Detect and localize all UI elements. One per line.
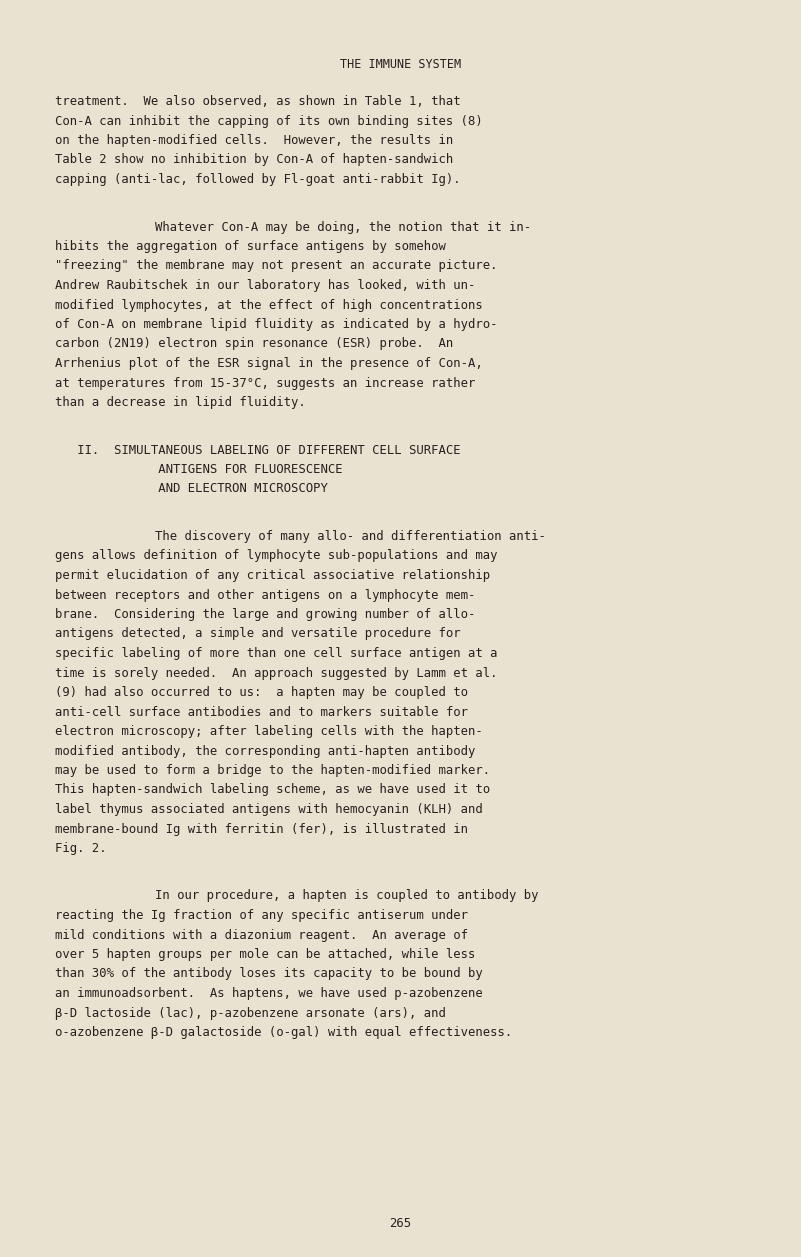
Text: electron microscopy; after labeling cells with the hapten-: electron microscopy; after labeling cell… bbox=[55, 725, 483, 738]
Text: treatment.  We also observed, as shown in Table 1, that: treatment. We also observed, as shown in… bbox=[55, 96, 461, 108]
Text: In our procedure, a hapten is coupled to antibody by: In our procedure, a hapten is coupled to… bbox=[155, 890, 538, 903]
Text: than 30% of the antibody loses its capacity to be bound by: than 30% of the antibody loses its capac… bbox=[55, 968, 483, 980]
Text: an immunoadsorbent.  As haptens, we have used p-azobenzene: an immunoadsorbent. As haptens, we have … bbox=[55, 987, 483, 1001]
Text: ANTIGENS FOR FLUORESCENCE: ANTIGENS FOR FLUORESCENCE bbox=[55, 463, 343, 476]
Text: Whatever Con-A may be doing, the notion that it in-: Whatever Con-A may be doing, the notion … bbox=[155, 220, 531, 234]
Text: time is sorely needed.  An approach suggested by Lamm et al.: time is sorely needed. An approach sugge… bbox=[55, 666, 497, 680]
Text: Table 2 show no inhibition by Con-A of hapten-sandwich: Table 2 show no inhibition by Con-A of h… bbox=[55, 153, 453, 166]
Text: Con-A can inhibit the capping of its own binding sites (8): Con-A can inhibit the capping of its own… bbox=[55, 114, 483, 127]
Text: Fig. 2.: Fig. 2. bbox=[55, 842, 107, 855]
Text: mild conditions with a diazonium reagent.  An average of: mild conditions with a diazonium reagent… bbox=[55, 929, 468, 941]
Text: o-azobenzene β-D galactoside (o-gal) with equal effectiveness.: o-azobenzene β-D galactoside (o-gal) wit… bbox=[55, 1026, 513, 1040]
Text: antigens detected, a simple and versatile procedure for: antigens detected, a simple and versatil… bbox=[55, 627, 461, 641]
Text: of Con-A on membrane lipid fluidity as indicated by a hydro-: of Con-A on membrane lipid fluidity as i… bbox=[55, 318, 497, 331]
Text: at temperatures from 15-37°C, suggests an increase rather: at temperatures from 15-37°C, suggests a… bbox=[55, 377, 475, 390]
Text: This hapten-sandwich labeling scheme, as we have used it to: This hapten-sandwich labeling scheme, as… bbox=[55, 783, 490, 797]
Text: specific labeling of more than one cell surface antigen at a: specific labeling of more than one cell … bbox=[55, 647, 497, 660]
Text: permit elucidation of any critical associative relationship: permit elucidation of any critical assoc… bbox=[55, 569, 490, 582]
Text: modified lymphocytes, at the effect of high concentrations: modified lymphocytes, at the effect of h… bbox=[55, 298, 483, 312]
Text: brane.  Considering the large and growing number of allo-: brane. Considering the large and growing… bbox=[55, 608, 475, 621]
Text: The discovery of many allo- and differentiation anti-: The discovery of many allo- and differen… bbox=[155, 530, 545, 543]
Text: membrane-bound Ig with ferritin (fer), is illustrated in: membrane-bound Ig with ferritin (fer), i… bbox=[55, 822, 468, 836]
Text: "freezing" the membrane may not present an accurate picture.: "freezing" the membrane may not present … bbox=[55, 259, 497, 273]
Text: gens allows definition of lymphocyte sub-populations and may: gens allows definition of lymphocyte sub… bbox=[55, 549, 497, 562]
Text: over 5 hapten groups per mole can be attached, while less: over 5 hapten groups per mole can be att… bbox=[55, 948, 475, 962]
Text: anti-cell surface antibodies and to markers suitable for: anti-cell surface antibodies and to mark… bbox=[55, 705, 468, 719]
Text: on the hapten-modified cells.  However, the results in: on the hapten-modified cells. However, t… bbox=[55, 134, 453, 147]
Text: AND ELECTRON MICROSCOPY: AND ELECTRON MICROSCOPY bbox=[55, 483, 328, 495]
Text: Arrhenius plot of the ESR signal in the presence of Con-A,: Arrhenius plot of the ESR signal in the … bbox=[55, 357, 483, 370]
Text: Andrew Raubitschek in our laboratory has looked, with un-: Andrew Raubitschek in our laboratory has… bbox=[55, 279, 475, 292]
Text: modified antibody, the corresponding anti-hapten antibody: modified antibody, the corresponding ant… bbox=[55, 744, 475, 758]
Text: (9) had also occurred to us:  a hapten may be coupled to: (9) had also occurred to us: a hapten ma… bbox=[55, 686, 468, 699]
Text: THE IMMUNE SYSTEM: THE IMMUNE SYSTEM bbox=[340, 58, 461, 70]
Text: than a decrease in lipid fluidity.: than a decrease in lipid fluidity. bbox=[55, 396, 306, 409]
Text: 265: 265 bbox=[389, 1217, 412, 1231]
Text: hibits the aggregation of surface antigens by somehow: hibits the aggregation of surface antige… bbox=[55, 240, 446, 253]
Text: capping (anti-lac, followed by Fl-goat anti-rabbit Ig).: capping (anti-lac, followed by Fl-goat a… bbox=[55, 173, 461, 186]
Text: between receptors and other antigens on a lymphocyte mem-: between receptors and other antigens on … bbox=[55, 588, 475, 602]
Text: carbon (2N19) electron spin resonance (ESR) probe.  An: carbon (2N19) electron spin resonance (E… bbox=[55, 337, 453, 351]
Text: reacting the Ig fraction of any specific antiserum under: reacting the Ig fraction of any specific… bbox=[55, 909, 468, 921]
Text: label thymus associated antigens with hemocyanin (KLH) and: label thymus associated antigens with he… bbox=[55, 803, 483, 816]
Text: may be used to form a bridge to the hapten-modified marker.: may be used to form a bridge to the hapt… bbox=[55, 764, 490, 777]
Text: β-D lactoside (lac), p-azobenzene arsonate (ars), and: β-D lactoside (lac), p-azobenzene arsona… bbox=[55, 1007, 446, 1019]
Text: II.  SIMULTANEOUS LABELING OF DIFFERENT CELL SURFACE: II. SIMULTANEOUS LABELING OF DIFFERENT C… bbox=[55, 444, 461, 456]
